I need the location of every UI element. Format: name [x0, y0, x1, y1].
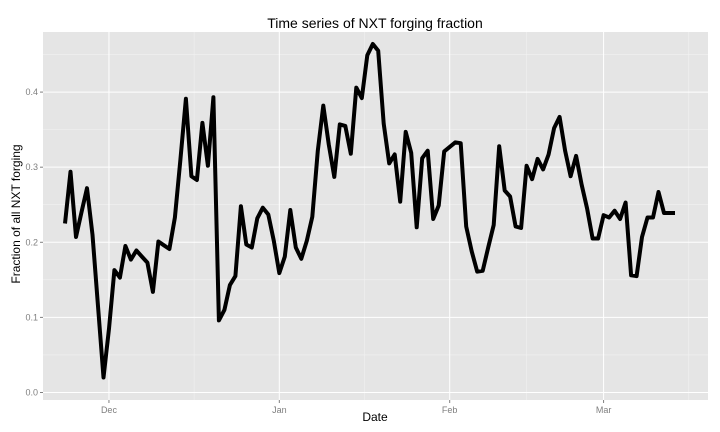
chart-title: Time series of NXT forging fraction: [267, 15, 483, 31]
x-tick-label: Jan: [272, 405, 287, 415]
y-tick-label: 0.3: [25, 162, 38, 172]
y-axis-title: Fraction of all NXT forging: [9, 144, 23, 283]
x-axis: Dec Jan Feb Mar: [101, 400, 611, 415]
x-tick-label: Feb: [442, 405, 458, 415]
y-axis: 0.0 0.1 0.2 0.3 0.4: [25, 87, 43, 397]
series-line: [63, 42, 675, 380]
x-tick-label: Mar: [596, 405, 612, 415]
major-gridlines: [43, 32, 708, 400]
y-tick-label: 0.2: [25, 237, 38, 247]
x-tick-label: Dec: [101, 405, 118, 415]
y-tick-label: 0.4: [25, 87, 38, 97]
series-layer: [63, 42, 675, 380]
plot-panel: [43, 32, 708, 400]
y-tick-label: 0.0: [25, 387, 38, 397]
x-axis-title: Date: [362, 410, 388, 424]
y-tick-label: 0.1: [25, 312, 38, 322]
